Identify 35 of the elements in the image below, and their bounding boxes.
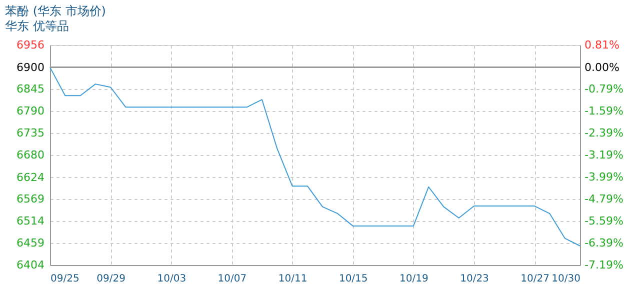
line-series bbox=[50, 66, 580, 246]
y-tick-label: 6845 bbox=[16, 82, 44, 96]
y-tick-label: 6956 bbox=[16, 38, 44, 52]
y2-tick-label: -3.99% bbox=[584, 170, 624, 184]
chart-subtitle: 华东 优等品 bbox=[5, 19, 69, 33]
y-tick-label: 6459 bbox=[16, 236, 44, 250]
y-tick-label: 6624 bbox=[16, 170, 44, 184]
y2-tick-label: -3.19% bbox=[584, 148, 624, 162]
y2-tick-label: -0.79% bbox=[584, 82, 624, 96]
chart-title: 苯酚 (华东 市场价) bbox=[5, 4, 106, 18]
y-tick-label: 6680 bbox=[16, 148, 44, 162]
y-tick-label: 6790 bbox=[16, 104, 44, 118]
y2-tick-label: -4.79% bbox=[584, 192, 624, 206]
y2-tick-label: 0.00% bbox=[584, 60, 620, 74]
x-tick-label: 10/23 bbox=[460, 274, 489, 284]
y-tick-label: 6514 bbox=[16, 214, 44, 228]
x-tick-label: 10/19 bbox=[400, 274, 428, 284]
y-tick-label: 6569 bbox=[16, 192, 44, 206]
x-tick-label: 09/29 bbox=[96, 274, 126, 284]
y-tick-label: 6735 bbox=[16, 126, 44, 140]
y2-tick-label: -1.59% bbox=[584, 104, 624, 118]
x-tick-label: 09/25 bbox=[50, 274, 80, 284]
y2-tick-label: 0.81% bbox=[584, 38, 620, 52]
y2-tick-label: -7.19% bbox=[584, 258, 624, 272]
x-tick-label: 10/03 bbox=[157, 274, 186, 284]
y2-tick-label: -2.39% bbox=[584, 126, 624, 140]
x-tick-label: 10/30 bbox=[552, 274, 580, 284]
x-tick-label: 10/11 bbox=[278, 274, 308, 284]
x-tick-label: 10/27 bbox=[520, 274, 550, 284]
y-tick-label: 6404 bbox=[16, 258, 44, 272]
x-tick-label: 10/07 bbox=[218, 274, 247, 284]
y-tick-label: 6900 bbox=[16, 60, 44, 74]
y2-tick-label: -5.59% bbox=[584, 214, 624, 228]
x-tick-label: 10/15 bbox=[338, 274, 368, 284]
y2-tick-label: -6.39% bbox=[584, 236, 624, 250]
